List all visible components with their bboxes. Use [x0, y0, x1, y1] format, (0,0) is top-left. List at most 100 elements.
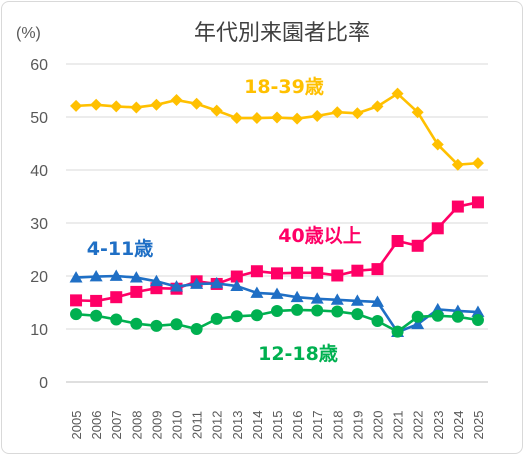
series-label: 18-39歳	[244, 76, 324, 98]
x-tick-label: 2022	[411, 411, 426, 440]
data-point	[411, 106, 424, 119]
data-point	[109, 269, 123, 281]
x-tick-label: 2010	[170, 411, 185, 440]
x-tick-label: 2024	[451, 411, 466, 440]
data-point	[250, 309, 263, 322]
data-point	[90, 294, 103, 307]
data-point	[471, 196, 484, 209]
series-labels: 18-39歳 40歳以上 4-11歳 12-18歳	[87, 76, 362, 365]
data-point	[391, 87, 404, 100]
x-tick-label: 2011	[190, 411, 205, 439]
x-tick-label: 2015	[270, 411, 285, 440]
x-tick-label: 2025	[471, 411, 486, 440]
x-tick-label: 2009	[149, 411, 164, 440]
data-point	[150, 319, 163, 332]
series-label: 40歳以上	[278, 225, 361, 247]
data-point	[149, 274, 163, 287]
series-group	[69, 87, 485, 338]
data-point	[271, 111, 283, 124]
data-point	[471, 157, 484, 170]
x-tick-label: 2021	[391, 411, 406, 440]
data-point	[391, 325, 404, 338]
data-point	[69, 271, 83, 283]
data-point	[250, 286, 264, 298]
data-point	[331, 305, 344, 318]
data-point	[471, 313, 484, 326]
data-point	[230, 310, 243, 323]
data-point	[391, 235, 404, 248]
series-label: 12-18歳	[258, 343, 338, 365]
data-point	[70, 294, 83, 307]
data-point	[190, 277, 204, 289]
data-point	[290, 290, 304, 303]
y-tick-label: 40	[30, 163, 48, 180]
data-point	[70, 308, 83, 321]
x-tick-label: 2017	[310, 411, 325, 440]
x-tick-label: 2018	[330, 411, 345, 440]
data-point	[210, 276, 224, 289]
data-point	[70, 99, 83, 112]
data-point	[190, 97, 203, 110]
data-point	[271, 267, 283, 280]
data-point	[411, 239, 424, 252]
data-point	[150, 98, 163, 111]
data-point	[351, 264, 364, 277]
data-point	[90, 98, 103, 111]
data-point	[411, 317, 425, 330]
data-point	[170, 280, 184, 292]
y-tick-label: 10	[30, 322, 48, 339]
data-point	[170, 318, 183, 331]
data-point	[350, 294, 364, 306]
data-point	[230, 279, 244, 291]
x-tick-label: 2013	[230, 411, 245, 440]
y-tick-label: 20	[30, 269, 48, 286]
series-label: 4-11歳	[87, 238, 154, 260]
data-point	[370, 295, 384, 307]
x-axis-ticks: 2005 2006 2007 2008 2009 2010 2011 2012 2013 2014…	[69, 411, 486, 440]
data-point	[129, 271, 143, 283]
data-point	[351, 308, 364, 321]
data-point	[371, 263, 384, 276]
data-point	[451, 200, 464, 213]
x-tick-label: 2005	[69, 411, 84, 440]
data-point	[431, 309, 444, 322]
data-point	[89, 270, 103, 282]
x-tick-label: 2012	[210, 411, 225, 440]
data-point	[250, 112, 263, 125]
data-point	[411, 310, 424, 323]
data-point	[291, 303, 304, 316]
data-point	[331, 106, 344, 119]
x-tick-label: 2016	[290, 411, 305, 440]
x-tick-label: 2020	[370, 411, 385, 440]
data-point	[351, 107, 364, 120]
y-tick-label: 60	[30, 57, 48, 74]
data-point	[451, 310, 464, 323]
data-point	[291, 266, 304, 279]
data-point	[431, 138, 444, 151]
data-point	[431, 222, 444, 235]
data-point	[130, 101, 143, 114]
chart-title: 年代別来園者比率	[194, 21, 370, 46]
data-point	[371, 315, 384, 328]
data-point	[331, 269, 344, 282]
y-tick-label: 30	[30, 216, 48, 233]
x-tick-label: 2007	[109, 411, 124, 440]
x-tick-label: 2014	[250, 411, 265, 440]
x-tick-label: 2006	[89, 411, 104, 440]
data-point	[371, 100, 384, 113]
data-point	[250, 265, 263, 278]
y-axis-ticks: 0 10 20 30 40 50 60	[30, 57, 48, 392]
data-point	[311, 266, 324, 279]
data-point	[270, 287, 284, 299]
data-point	[170, 94, 183, 107]
data-point	[110, 100, 123, 113]
data-point	[90, 309, 103, 322]
y-tick-label: 0	[39, 375, 48, 392]
data-point	[210, 104, 223, 117]
data-point	[110, 313, 123, 326]
data-point	[311, 304, 324, 317]
data-point	[130, 285, 143, 298]
y-axis-unit: (%)	[16, 25, 41, 42]
data-point	[471, 305, 485, 317]
